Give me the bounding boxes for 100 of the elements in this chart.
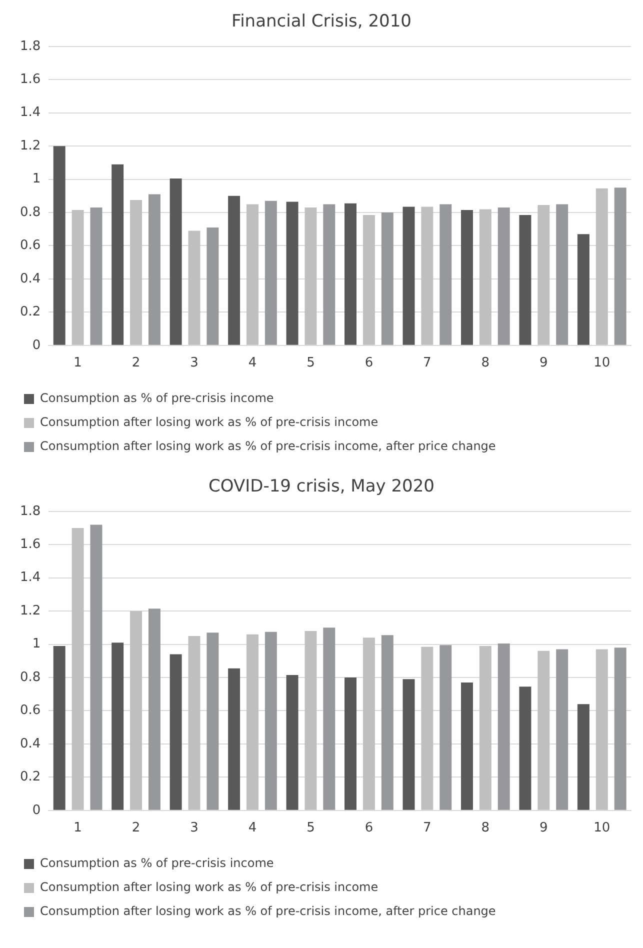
- bar: [264, 632, 277, 810]
- bar: [90, 524, 102, 810]
- x-tick-label: 7: [423, 356, 432, 371]
- bar: [344, 678, 357, 810]
- x-tick-label: 6: [364, 356, 374, 371]
- bar: [112, 164, 124, 345]
- bar: [90, 208, 102, 345]
- bar: [577, 704, 590, 810]
- bar: [323, 204, 336, 345]
- bar: [286, 675, 298, 810]
- x-tick-label: 1: [74, 820, 82, 836]
- bar: [614, 648, 626, 810]
- bar: [596, 188, 608, 345]
- bar: [519, 215, 532, 345]
- y-tick-label: 0.2: [20, 304, 41, 320]
- bar: [519, 686, 532, 810]
- y-tick-label: 0.6: [20, 238, 41, 254]
- y-tick-label: 1: [32, 172, 41, 187]
- x-tick-label: 5: [306, 820, 315, 836]
- y-tick-label: 1: [32, 636, 41, 652]
- y-tick-label: 0.4: [20, 271, 41, 286]
- bar: [440, 204, 452, 345]
- y-tick-label: 1.6: [20, 536, 41, 552]
- chart-title: Financial Crisis, 2010: [232, 12, 412, 32]
- y-tick-label: 1.4: [20, 570, 41, 586]
- x-tick-label: 1: [74, 356, 82, 371]
- legend-label: Consumption as % of pre-crisis income: [40, 391, 274, 406]
- x-tick-label: 4: [248, 820, 257, 836]
- bar: [362, 638, 375, 810]
- bar: [381, 212, 394, 345]
- y-tick-label: 0.2: [20, 770, 41, 785]
- bar: [498, 208, 510, 345]
- chart-title: COVID-19 crisis, May 2020: [208, 476, 434, 497]
- y-tick-label: 0: [32, 802, 41, 818]
- bar: [246, 204, 258, 345]
- bar: [228, 668, 240, 810]
- bar: [53, 146, 66, 345]
- bar: [498, 643, 510, 810]
- x-tick-label: 3: [190, 820, 198, 836]
- bar: [228, 196, 240, 345]
- bar: [344, 203, 357, 345]
- bar: [479, 209, 492, 345]
- bar: [440, 645, 452, 810]
- bar: [596, 649, 608, 810]
- bar: [112, 642, 124, 810]
- y-tick-label: 0.4: [20, 736, 41, 752]
- bar: [538, 650, 550, 810]
- bar: [402, 206, 415, 345]
- bar: [556, 649, 568, 810]
- bar: [72, 528, 84, 810]
- bar: [206, 632, 219, 810]
- legend-label: Consumption after losing work as % of pre-crisis income, after price change: [40, 439, 496, 454]
- x-tick-label: 5: [306, 356, 315, 371]
- bar: [130, 611, 142, 810]
- bar: [460, 682, 473, 810]
- bar: [577, 234, 590, 345]
- y-tick-label: 1.6: [20, 72, 41, 87]
- x-tick-label: 4: [248, 356, 257, 371]
- bar: [421, 206, 434, 345]
- y-tick-label: 0.6: [20, 703, 41, 718]
- y-tick-label: 0: [32, 338, 41, 353]
- bar: [614, 188, 626, 345]
- bar: [538, 205, 550, 345]
- bar: [421, 646, 434, 810]
- legend-label: Consumption after losing work as % of pre-crisis income, after price change: [40, 904, 496, 918]
- y-tick-label: 0.8: [20, 204, 41, 220]
- x-tick-label: 6: [364, 820, 374, 836]
- y-tick-label: 1.8: [20, 38, 41, 54]
- x-tick-label: 7: [423, 820, 432, 836]
- y-tick-label: 1.8: [20, 504, 41, 519]
- bar: [170, 654, 182, 810]
- x-tick-label: 9: [540, 356, 548, 371]
- bar: [170, 178, 182, 345]
- legend-label: Consumption after losing work as % of pre-crisis income: [40, 880, 378, 894]
- x-tick-label: 8: [481, 356, 490, 371]
- bar: [264, 200, 277, 345]
- x-tick-label: 10: [594, 820, 610, 836]
- bar: [460, 210, 473, 345]
- x-tick-label: 9: [540, 820, 548, 836]
- bar: [323, 628, 336, 810]
- bar: [362, 215, 375, 345]
- bar: [188, 636, 200, 810]
- bar: [53, 646, 66, 810]
- bar: [72, 210, 84, 345]
- bar: [148, 608, 160, 810]
- x-tick-label: 2: [132, 356, 140, 371]
- bar: [381, 635, 394, 810]
- bar: [479, 646, 492, 810]
- y-tick-label: 0.8: [20, 670, 41, 685]
- legend-label: Consumption after losing work as % of pre-crisis income: [40, 415, 378, 430]
- y-tick-label: 1.2: [20, 138, 41, 154]
- bar: [304, 208, 317, 345]
- bar: [556, 204, 568, 345]
- bar: [206, 227, 219, 345]
- bar: [402, 679, 415, 810]
- x-tick-label: 3: [190, 356, 198, 371]
- legend-label: Consumption as % of pre-crisis income: [40, 856, 274, 870]
- bar: [246, 634, 258, 810]
- bar: [130, 200, 142, 345]
- x-tick-label: 10: [594, 356, 610, 371]
